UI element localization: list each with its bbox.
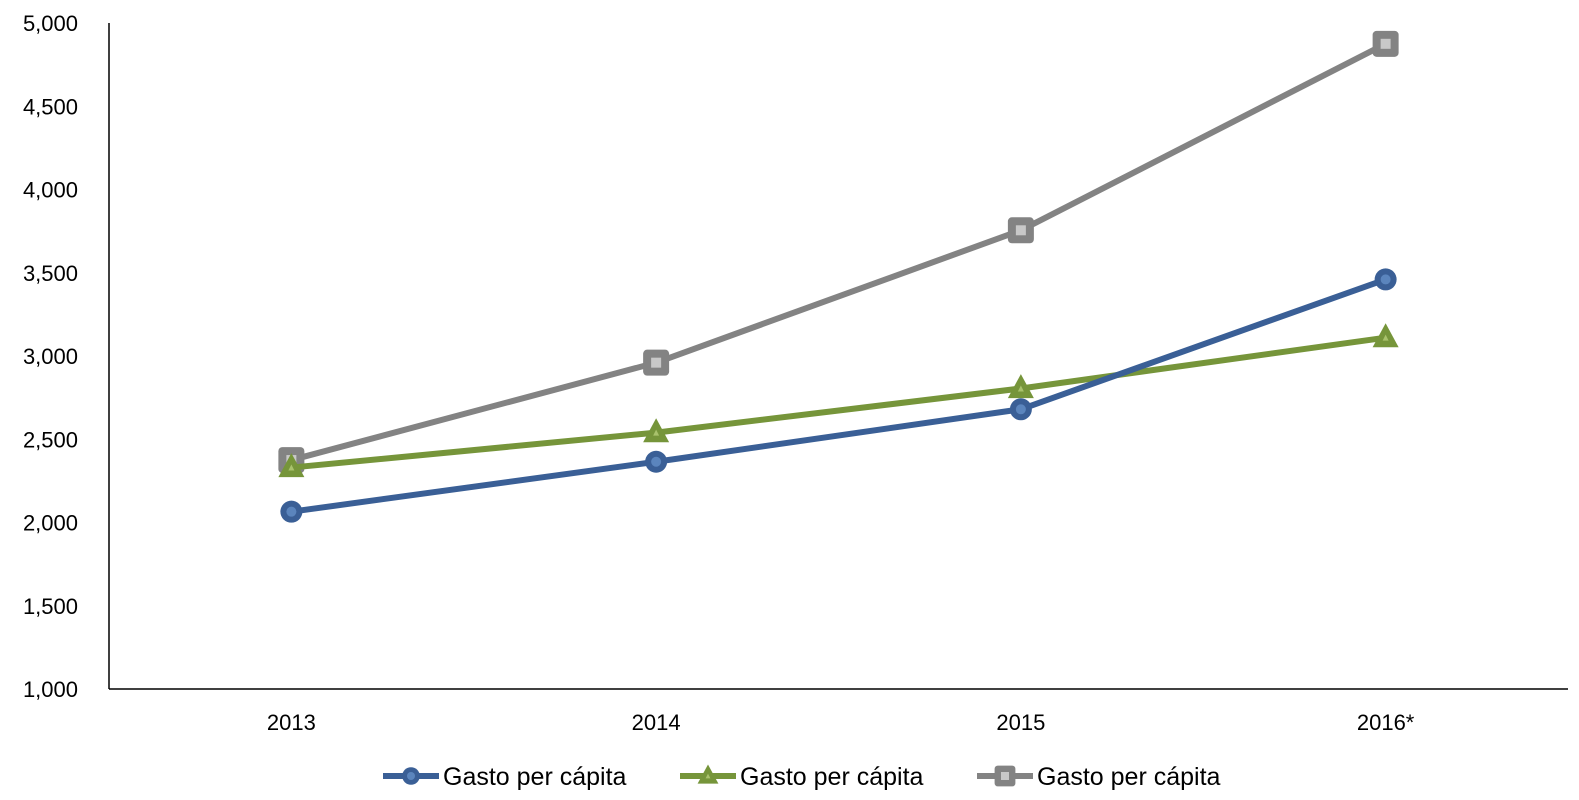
y-tick-label: 1,500	[23, 594, 78, 619]
data-point-square-center	[1015, 225, 1026, 236]
legend-label: Gasto per cápita	[740, 763, 924, 791]
x-tick-label: 2016*	[1357, 710, 1415, 735]
series-square	[278, 30, 1399, 474]
x-tick-label: 2013	[267, 710, 316, 735]
series-line-triangle	[291, 334, 1387, 471]
y-tick-label: 3,000	[23, 344, 78, 369]
series-circle	[280, 268, 1397, 523]
y-tick-label: 2,500	[23, 427, 78, 452]
y-tick-label: 5,000	[23, 11, 78, 36]
data-point-triangle-center	[288, 464, 295, 471]
data-point-square-center	[651, 357, 662, 368]
legend-label: Gasto per cápita	[1037, 763, 1221, 791]
y-tick-label: 2,000	[23, 511, 78, 536]
legend-label: Gasto per cápita	[443, 763, 627, 791]
data-point-circle-center	[1380, 274, 1391, 285]
data-point-triangle-center	[1017, 385, 1024, 392]
data-point-circle-center	[651, 456, 662, 467]
series-triangle	[278, 323, 1399, 478]
y-tick-label: 3,500	[23, 261, 78, 286]
data-point-circle-center	[286, 506, 297, 517]
data-point-circle-center	[1015, 404, 1026, 415]
legend: Gasto per cápita Gasto per cápita Gasto pe…	[383, 763, 1221, 791]
legend-item: Gasto per cápita	[977, 763, 1221, 791]
y-tick-label: 4,500	[23, 94, 78, 119]
legend-item: Gasto per cápita	[680, 763, 924, 791]
legend-marker-circle-center	[407, 772, 415, 780]
data-point-triangle-center	[1382, 334, 1389, 341]
data-point-triangle-center	[653, 429, 660, 436]
y-tick-label: 1,000	[23, 677, 78, 702]
series-line-square	[290, 41, 1387, 463]
series-line-circle	[290, 276, 1387, 515]
axes: 1,000 1,500 2,000 2,500 3,000 3,500 4,000 4,500…	[23, 11, 1568, 735]
legend-item: Gasto per cápita	[383, 763, 627, 791]
legend-marker-square-center	[1001, 772, 1009, 780]
data-point-square-center	[1380, 38, 1391, 49]
legend-marker-triangle-center	[705, 773, 711, 779]
x-tick-label: 2015	[996, 710, 1045, 735]
series-layer	[278, 30, 1399, 523]
x-tick-label: 2014	[632, 710, 681, 735]
y-tick-label: 4,000	[23, 178, 78, 203]
